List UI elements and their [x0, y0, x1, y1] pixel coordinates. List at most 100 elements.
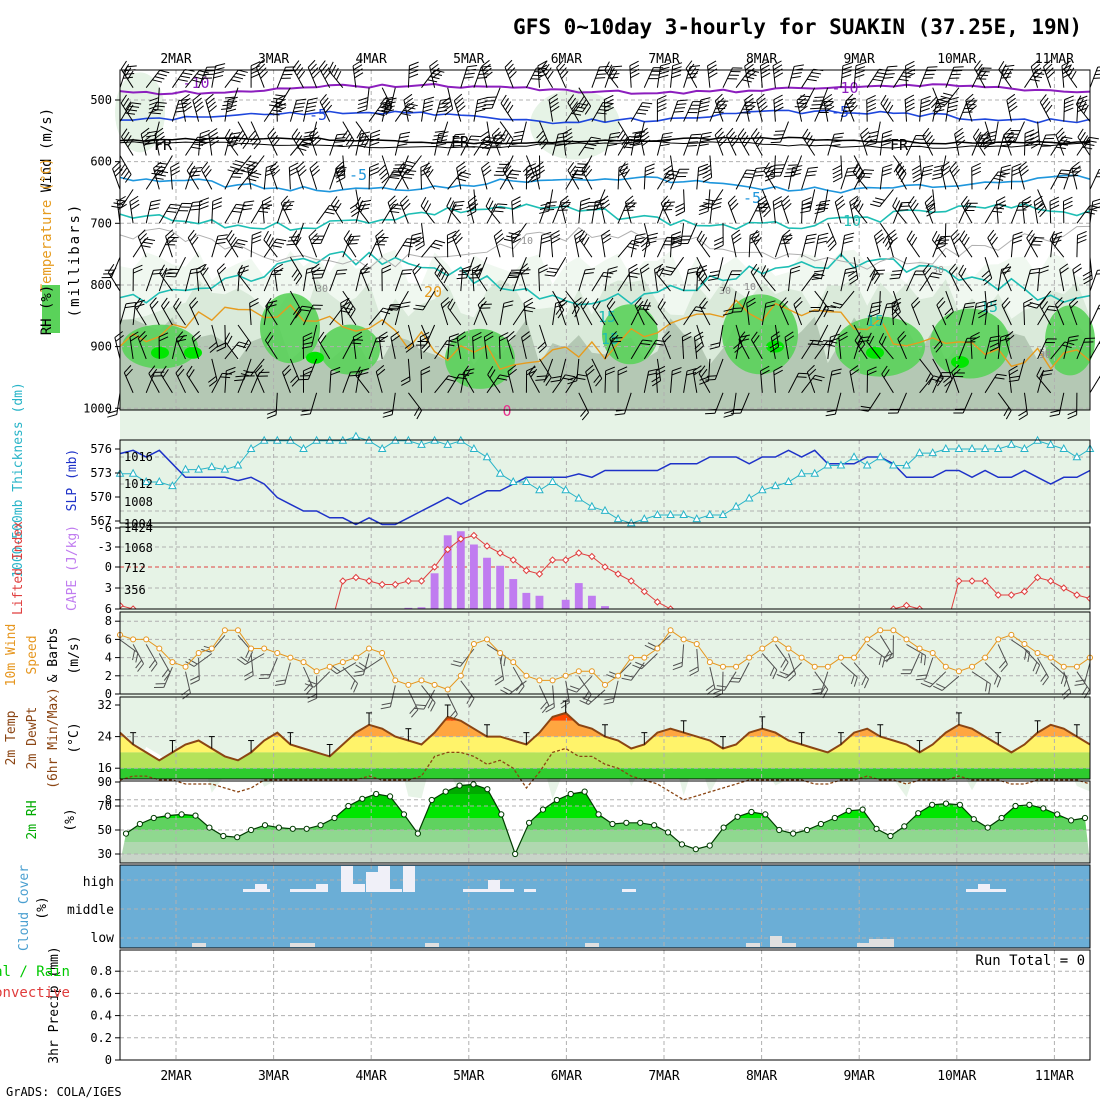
wind-barb-feather — [377, 236, 386, 245]
wind-barb-staff — [656, 65, 662, 88]
wind-barb-feather — [1047, 71, 1055, 79]
wind-barb-feather — [150, 203, 160, 207]
wind-barb-feather — [788, 164, 799, 166]
wind-barb-feather — [390, 202, 399, 211]
wind-barb-feather — [812, 100, 823, 102]
wind-barb-feather — [893, 163, 900, 173]
wind-barb — [773, 94, 784, 122]
wind-barb-feather — [541, 60, 548, 70]
wind-barb-feather — [538, 264, 548, 270]
wind-barb-feather — [226, 335, 233, 345]
thickness-marker — [1020, 443, 1029, 452]
temperature-contour-label: -10 — [182, 74, 209, 92]
wind-barb-feather — [604, 106, 614, 113]
wind-barb — [970, 331, 981, 359]
wind-barb-feather — [166, 210, 177, 213]
wind-barb — [462, 365, 475, 394]
wind-barb-feather — [689, 137, 700, 140]
wind-barb-feather — [391, 335, 401, 342]
wind-barb-feather — [427, 699, 434, 709]
wind-barb-feather — [933, 685, 943, 691]
wind-barb-staff — [198, 201, 201, 224]
wind-barb-feather — [200, 263, 207, 273]
wind-barb-feather — [749, 239, 760, 244]
wind-barb-feather — [594, 301, 601, 311]
wind-barb-feather — [573, 104, 581, 114]
wind-barb-feather — [827, 239, 836, 248]
wind-barb-feather — [578, 95, 585, 105]
wind-barb — [866, 121, 881, 146]
wind-barb-feather — [442, 100, 452, 108]
wind-barb — [243, 653, 254, 681]
wind-barb-feather — [408, 73, 419, 79]
wind-barb-feather — [451, 144, 461, 147]
wind-barb — [696, 131, 712, 156]
wind-barb-feather — [709, 270, 720, 274]
wind-barb-feather — [226, 108, 237, 113]
wind-barb-feather — [240, 656, 249, 663]
wind-barb-feather — [400, 131, 411, 135]
lifted-index-marker — [653, 598, 662, 606]
wind-barb — [1072, 263, 1082, 292]
wind-barb-feather — [311, 277, 322, 279]
wind-barb-staff — [908, 204, 921, 224]
wind-barb — [881, 365, 894, 394]
lifted-index-marker — [915, 605, 924, 609]
wind-barb-feather — [1097, 66, 1100, 68]
wind-barb-feather — [753, 335, 760, 344]
wind-barb-feather — [699, 105, 710, 109]
wind-barb — [250, 371, 270, 393]
wind-barb-feather — [423, 104, 434, 109]
wind-barb — [729, 662, 750, 683]
wind-barb-feather — [1057, 176, 1068, 179]
wind-barb-feather — [612, 337, 623, 339]
wind-barb — [814, 189, 829, 215]
wind-barb-feather — [216, 238, 227, 241]
wind-barb-feather — [641, 139, 651, 147]
wind-barb-feather — [722, 312, 733, 316]
wind-barb — [216, 263, 227, 292]
wind-barb-feather — [786, 168, 797, 170]
wind-barb-feather — [312, 304, 323, 306]
wind-barb-feather — [1005, 140, 1016, 143]
wind-barb-feather — [381, 176, 390, 184]
wind-speed-marker — [352, 654, 359, 661]
wind-barb-feather — [812, 688, 823, 691]
wind-barb-feather — [978, 312, 988, 319]
wind-barb-feather — [887, 65, 898, 68]
wind-barb-feather — [137, 331, 146, 339]
wind-barb-feather — [511, 238, 522, 244]
wind-barb-feather — [790, 75, 801, 79]
wind-barb-feather — [880, 94, 887, 104]
wind-barb-feather — [623, 146, 633, 149]
wind-barb — [573, 297, 583, 326]
wind-barb-feather — [571, 112, 582, 116]
wind-barb-feather — [645, 167, 655, 172]
wind-barb-feather — [823, 340, 833, 342]
wind-barb-feather — [675, 202, 685, 209]
wind-barb-feather — [222, 372, 232, 375]
wind-barb-feather — [233, 76, 244, 80]
wind-barb-feather — [267, 300, 278, 304]
wind-barb-feather — [430, 245, 441, 250]
wind-barb-feather — [309, 233, 318, 241]
wind-barb-feather — [158, 336, 169, 342]
wind-barb-feather — [977, 308, 987, 315]
wind-barb-feather — [120, 94, 127, 104]
wind-barb-feather — [833, 301, 843, 306]
wind-barb-feather — [282, 73, 293, 76]
wind-barb-feather — [731, 270, 742, 272]
wind-barb-feather — [494, 675, 504, 682]
wind-barb-staff — [993, 121, 999, 144]
lifted-index-marker — [1086, 594, 1090, 603]
wind-barb-feather — [610, 334, 619, 343]
wind-barb — [456, 331, 467, 359]
wind-barb-feather — [469, 139, 479, 141]
wind-barb-feather — [435, 239, 446, 244]
wind-barb-feather — [540, 239, 551, 244]
wind-barb-feather — [1030, 236, 1037, 246]
wind-barb-feather — [503, 300, 514, 304]
wind-barb-staff — [656, 170, 670, 190]
wind-barb-feather — [754, 135, 762, 144]
wind-barb-feather — [155, 165, 166, 169]
